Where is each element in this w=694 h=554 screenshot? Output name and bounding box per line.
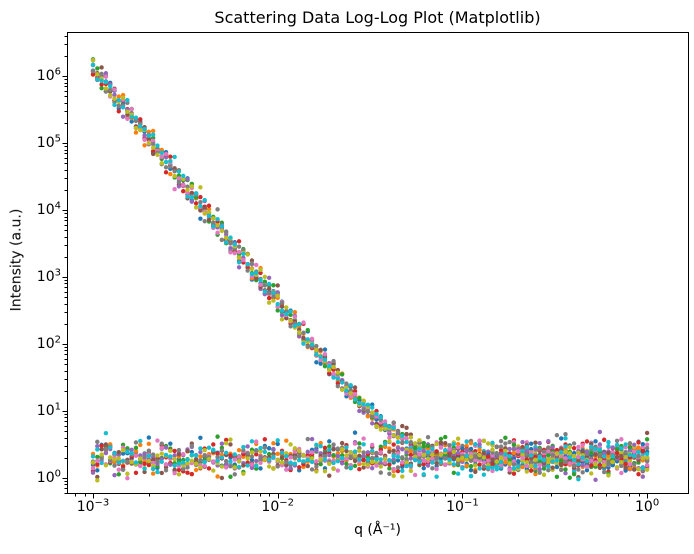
x-axis-label: q (Å⁻¹) — [354, 522, 401, 538]
y-axis-label: Intensity (a.u.) — [8, 208, 25, 312]
chart-title: Scattering Data Log-Log Plot (Matplotlib… — [214, 8, 541, 27]
